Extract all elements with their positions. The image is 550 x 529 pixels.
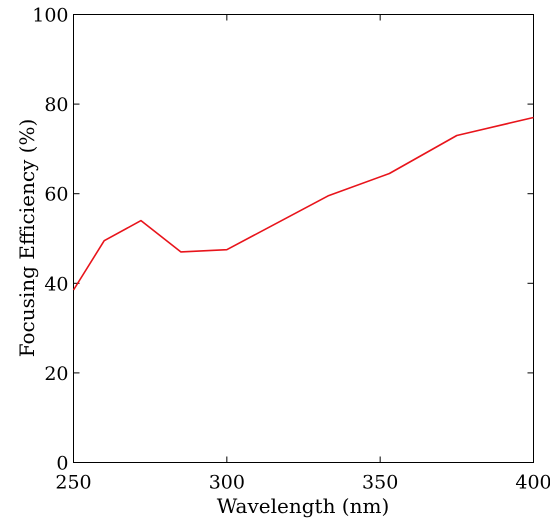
y-tick-labels: 0 20 40 60 80 100: [32, 5, 68, 475]
plot-frame: [73, 14, 534, 463]
y-tick-label: 40: [44, 273, 68, 295]
x-tick-label: 300: [209, 472, 245, 494]
x-tick-label: 350: [362, 472, 398, 494]
x-axis-title: Wavelength (nm): [217, 494, 390, 518]
series-layer: [72, 116, 534, 291]
series-line: [72, 116, 534, 291]
y-axis-title: Focusing Efficiency (%): [15, 119, 39, 358]
y-tick-label: 80: [44, 94, 68, 116]
y-tick-label: 60: [44, 184, 68, 206]
y-tick-label: 0: [56, 453, 68, 475]
x-tick-label: 250: [55, 472, 91, 494]
axis-ticks: [73, 14, 534, 463]
x-tick-labels: 250 300 350 400: [55, 472, 550, 494]
x-tick-label: 400: [515, 472, 550, 494]
y-tick-label: 100: [32, 5, 68, 27]
y-tick-label: 20: [44, 363, 68, 385]
